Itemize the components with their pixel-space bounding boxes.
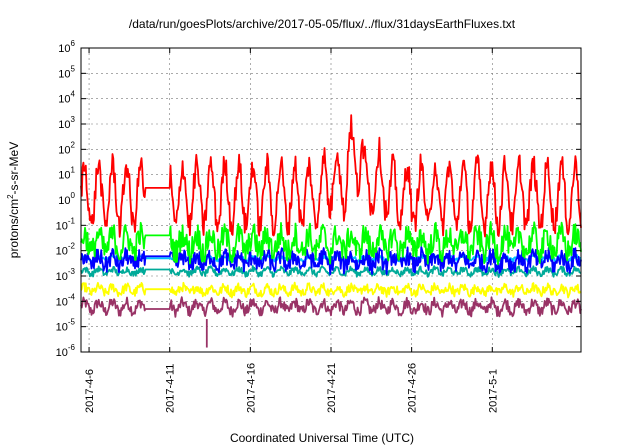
y-tick-label: 10-1 (56, 216, 76, 232)
series-line-purple (80, 296, 582, 318)
y-axis-label-rest: -s-sr-MeV (7, 142, 21, 195)
x-axis: 2017-4-6 2017-4-11 2017-4-16 2017-4-21 2017-… (84, 48, 499, 413)
y-tick-label: 104 (58, 90, 75, 106)
y-tick-label: 10-2 (56, 242, 76, 258)
y-axis-label-sup: 2 (6, 194, 15, 199)
series-layer (80, 114, 582, 348)
y-axis: 10-6 10-5 10-4 10-3 10-2 10-1 100 101 102 103 104 1… (56, 39, 581, 359)
y-axis-label-base: protons/cm (7, 199, 21, 258)
y-tick-label: 100 (58, 191, 75, 207)
x-tick-label: 2017-5-1 (487, 369, 499, 413)
y-tick-label: 10-6 (56, 343, 76, 359)
x-axis-label: Coordinated Universal Time (UTC) (230, 431, 414, 445)
series-line-green (80, 220, 582, 266)
y-tick-label: 101 (58, 166, 75, 182)
y-tick-label: 10-4 (56, 292, 76, 308)
y-tick-label: 10-5 (56, 318, 76, 334)
series-line-red (80, 114, 582, 238)
x-tick-label: 2017-4-26 (407, 363, 419, 413)
x-tick-label: 2017-4-11 (165, 364, 177, 413)
y-tick-label: 10-3 (56, 267, 76, 283)
x-tick-label: 2017-4-6 (84, 369, 96, 413)
y-tick-label: 106 (58, 39, 75, 55)
y-tick-label: 102 (58, 140, 75, 156)
series-line-yellow (80, 281, 582, 299)
x-tick-label: 2017-4-21 (326, 363, 338, 413)
x-tick-label: 2017-4-16 (245, 363, 257, 413)
y-tick-label: 105 (58, 64, 75, 80)
chart-title: /data/run/goesPlots/archive/2017-05-05/f… (129, 17, 516, 31)
y-tick-label: 103 (58, 115, 75, 131)
y-axis-label: protons/cm2-s-sr-MeV (6, 142, 21, 258)
series-line-blue (80, 246, 582, 276)
